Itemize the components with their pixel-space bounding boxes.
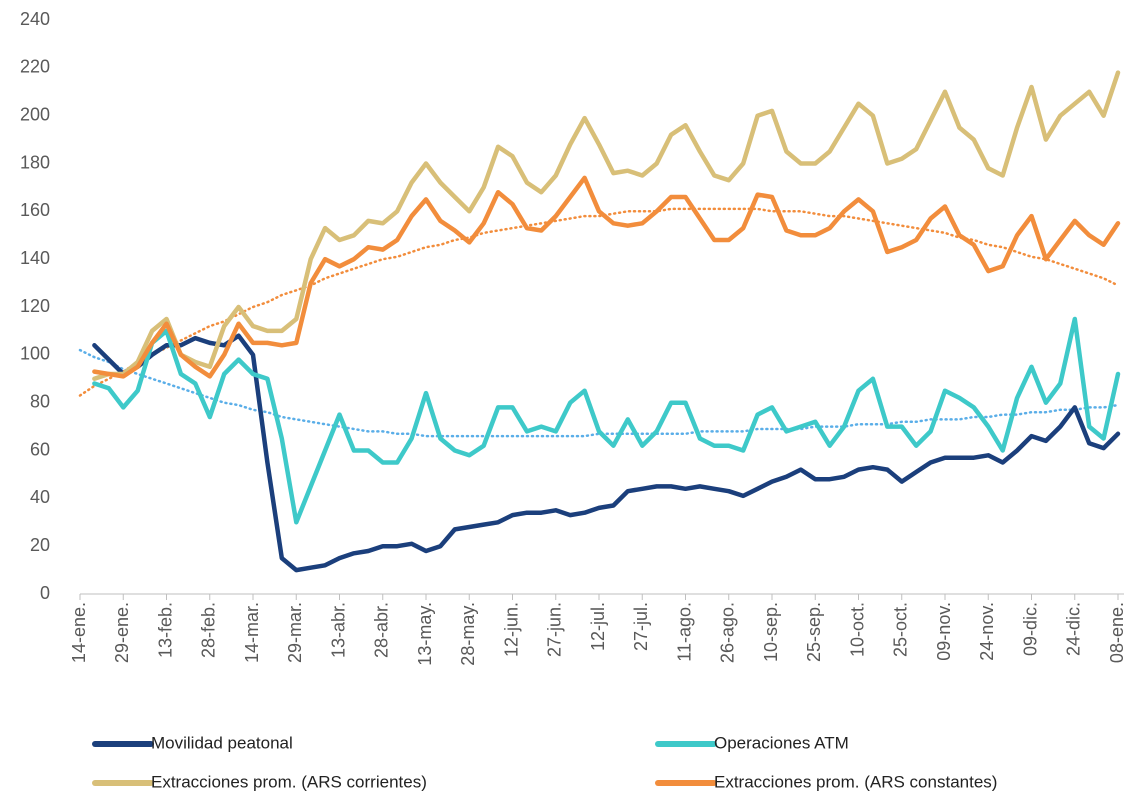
y-tick-label: 0 [40,583,50,603]
trend-line [78,207,1120,397]
x-tick-label: 10-oct. [847,602,867,657]
y-tick-label: 160 [20,200,50,220]
series-line [92,333,1121,573]
y-tick-label: 200 [20,104,50,124]
x-tick-label: 13-may. [415,602,435,666]
legend-label: Movilidad peatonal [151,733,293,752]
x-tick-label: 09-dic. [1020,602,1040,656]
y-tick-label: 60 [30,439,50,459]
series-line [92,316,1121,525]
legend-label: Operaciones ATM [714,733,849,752]
y-tick-label: 220 [20,57,50,77]
x-tick-label: 29-ene. [112,602,132,663]
x-tick-label: 14-ene. [69,602,89,663]
x-tick-label: 12-jul. [588,602,608,651]
x-tick-label: 28-abr. [372,602,392,658]
x-tick-label: 14-mar. [242,602,262,663]
x-tick-label: 13-feb. [155,602,175,658]
y-tick-label: 120 [20,296,50,316]
legend-label: Extracciones prom. (ARS constantes) [714,772,997,791]
x-tick-label: 29-mar. [285,602,305,663]
x-tick-label: 13-abr. [328,602,348,658]
y-tick-label: 240 [20,9,50,29]
x-tick-label: 10-sep. [761,602,781,662]
y-tick-label: 100 [20,344,50,364]
series-line [92,70,1121,382]
x-tick-label: 26-ago. [718,602,738,663]
y-tick-label: 20 [30,535,50,555]
x-tick-label: 28-may. [458,602,478,666]
x-tick-label: 24-dic. [1064,602,1084,656]
x-tick-label: 25-sep. [804,602,824,662]
x-tick-label: 25-oct. [891,602,911,657]
x-tick-label: 08-ene. [1107,602,1127,663]
y-tick-label: 140 [20,248,50,268]
series-line [92,175,1121,379]
y-tick-label: 80 [30,391,50,411]
legend-label: Extracciones prom. (ARS corrientes) [151,772,427,791]
x-tick-label: 24-nov. [977,602,997,661]
y-tick-label: 40 [30,487,50,507]
x-tick-label: 27-jul. [631,602,651,651]
y-tick-label: 180 [20,152,50,172]
x-tick-label: 28-feb. [199,602,219,658]
x-tick-label: 11-ago. [674,602,694,662]
x-tick-label: 12-jun. [501,602,521,657]
x-tick-label: 27-jun. [545,602,565,657]
x-tick-label: 09-nov. [934,602,954,661]
